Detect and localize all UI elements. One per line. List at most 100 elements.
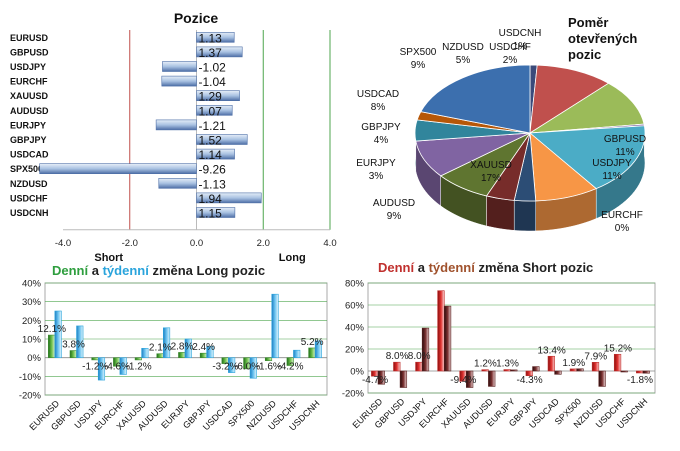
bar-1: [532, 366, 540, 372]
bar-1: [97, 357, 106, 381]
chart-title-part: týdenní: [103, 263, 150, 278]
bar-0: [503, 369, 511, 372]
pie-label-name: GBPUSD: [604, 134, 646, 145]
value-label: 1.07: [199, 104, 223, 118]
x-tick-label: -4.0: [55, 238, 71, 249]
pie-label-pct: 8%: [371, 102, 386, 113]
category-label: EURJPY: [10, 120, 46, 130]
chart-title-part: změna Long pozic: [149, 263, 265, 278]
pie-slice: [420, 64, 531, 134]
y-tick-label: 20%: [22, 316, 42, 327]
x-tick-label: 0.0: [190, 238, 203, 249]
x-tick-label: 2.0: [257, 238, 270, 249]
chart-title-part: a: [88, 263, 102, 278]
pie-label-pct: 0%: [615, 223, 630, 234]
bar-0: [178, 352, 186, 358]
bar: [196, 134, 248, 145]
pie-label-name: SPX500: [400, 47, 437, 58]
category-label: USDCNH: [10, 208, 49, 218]
data-label: -4.3%: [517, 375, 543, 386]
bar: [196, 90, 240, 101]
bar-1: [598, 370, 606, 387]
bar-0: [481, 369, 489, 372]
bar-1: [443, 305, 452, 372]
category-label: XAUUSD: [10, 91, 49, 101]
data-label: 8.0%: [408, 351, 431, 362]
pie-label-name: USDJPY: [592, 158, 632, 169]
bar-0: [134, 357, 142, 361]
pie-title-line: otevřených: [568, 31, 637, 46]
bar-0: [199, 352, 207, 358]
bar: [196, 192, 262, 204]
bar-1: [642, 370, 650, 374]
y-tick-label: -20%: [342, 389, 365, 400]
bar-0: [91, 357, 99, 361]
x-tick-label: 4.0: [323, 238, 336, 249]
bar: [162, 61, 197, 72]
bar-1: [466, 370, 474, 388]
bar-0: [636, 370, 644, 374]
pie-label-pct: 5%: [456, 55, 471, 66]
long-change-chart: Denní a týdenní změna Long pozic 40% 30% 20…: [19, 263, 328, 433]
pie-title-line: pozic: [568, 47, 601, 62]
chart-title-part: Denní: [378, 260, 415, 275]
pie-label-name: USDCAD: [357, 89, 399, 100]
bar-0: [591, 362, 600, 372]
bar-0: [264, 357, 273, 361]
chart-title-part: Denní: [52, 263, 89, 278]
bar-1: [141, 348, 149, 358]
positions-chart: Pozice EURUSD 1.13 GBPUSD 1.37 USDJPY -1.02 EUR…: [10, 10, 337, 264]
data-label: 1.3%: [496, 359, 519, 370]
bar-0: [286, 357, 294, 366]
data-label: 13.4%: [537, 345, 565, 356]
y-tick-label: 20%: [345, 345, 365, 356]
x-tick-label: -2.0: [122, 238, 138, 249]
bar-0: [308, 347, 316, 358]
chart-title: Denní a týdenní změna Long pozic: [52, 263, 265, 278]
data-label: 5.2%: [301, 337, 324, 348]
y-tick-label: 40%: [22, 279, 42, 290]
pie-label-name: NZDUSD: [442, 42, 484, 53]
category-label: USDJPY: [10, 62, 46, 72]
bar-1: [184, 338, 192, 358]
pie-label-name: EURCHF: [601, 210, 643, 221]
data-label: 7.9%: [584, 351, 607, 362]
data-label: -9.4%: [450, 375, 476, 386]
pie-label-pct: 1%: [513, 41, 528, 52]
value-label: 1.13: [199, 31, 223, 45]
data-label: 12.1%: [38, 324, 66, 335]
pie-label-pct: 2%: [503, 55, 518, 66]
value-label: 1.14: [199, 148, 223, 162]
y-tick-label: 60%: [345, 301, 365, 312]
bar: [155, 119, 197, 131]
bar-1: [293, 349, 301, 358]
bar-1: [421, 327, 430, 372]
bar-1: [54, 310, 62, 358]
bar-0: [547, 355, 555, 372]
value-label: -9.26: [199, 163, 227, 177]
category-label: NZDUSD: [10, 179, 48, 189]
long-label: Long: [279, 252, 306, 264]
bar-0: [48, 334, 56, 358]
bar: [196, 148, 235, 160]
bar-1: [554, 370, 562, 375]
value-label: 1.29: [199, 90, 223, 104]
short-label: Short: [94, 252, 123, 264]
bar-0: [393, 361, 401, 372]
data-label: -1.6%: [256, 362, 282, 373]
bar-1: [206, 346, 214, 358]
value-label: -1.04: [199, 75, 227, 89]
category-label: USDCAD: [10, 150, 49, 160]
value-label: 1.94: [199, 192, 223, 206]
bar-1: [163, 327, 171, 358]
bar-0: [525, 370, 533, 377]
data-label: -1.2%: [126, 362, 152, 373]
pie-label-name: AUDUSD: [373, 198, 415, 209]
bar-1: [620, 370, 628, 373]
category-label: GBPJPY: [10, 135, 47, 145]
category-label: SPX500: [10, 164, 43, 174]
positions-title: Pozice: [174, 10, 219, 26]
pie-slice: [529, 82, 645, 134]
value-label: -1.13: [199, 177, 227, 191]
